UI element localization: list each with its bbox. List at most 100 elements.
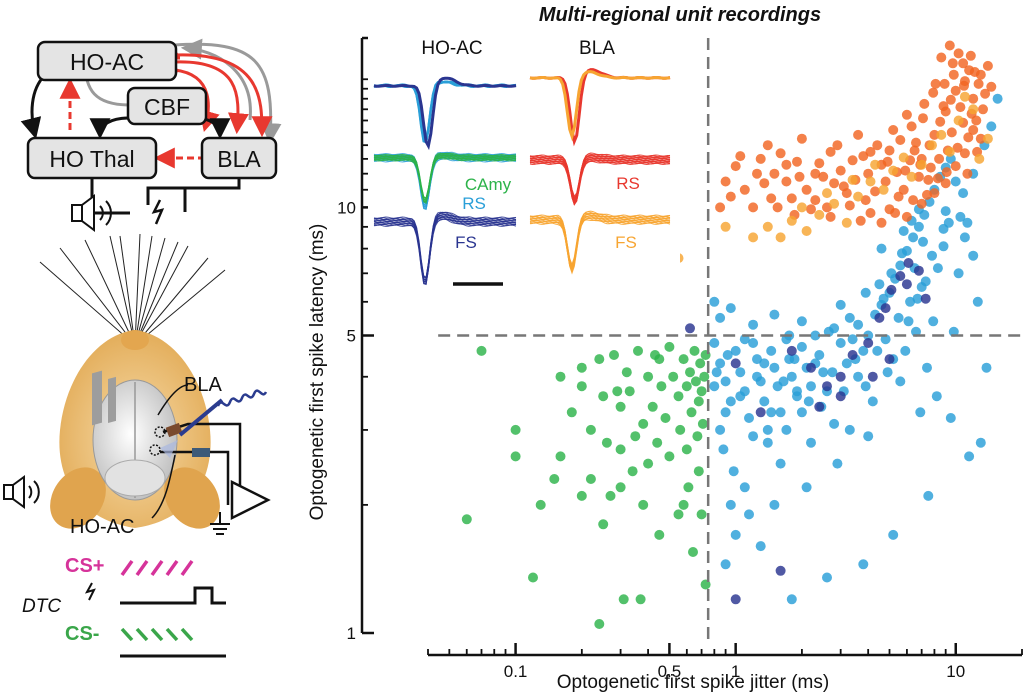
data-point <box>835 299 846 310</box>
gray-projection-bla-loop <box>180 38 252 121</box>
data-point <box>778 376 789 387</box>
data-point <box>615 482 626 493</box>
data-point <box>650 350 660 360</box>
waveform-trace <box>529 159 671 206</box>
data-point <box>863 338 874 348</box>
data-point <box>759 358 770 369</box>
data-point <box>696 386 707 397</box>
data-point <box>874 312 885 323</box>
data-point <box>715 202 726 213</box>
data-point <box>678 354 689 365</box>
data-point <box>829 418 840 429</box>
x-tick-label: 0.5 <box>658 662 682 681</box>
inset-col-bla: BLA <box>579 38 615 59</box>
data-point <box>880 176 891 187</box>
data-point <box>755 541 766 552</box>
data-point <box>585 424 596 435</box>
series-fs_ac <box>685 258 931 605</box>
data-point <box>752 371 762 382</box>
data-point <box>730 345 741 356</box>
data-point <box>690 376 701 387</box>
data-point <box>867 371 878 382</box>
data-point <box>932 263 943 274</box>
data-point <box>968 125 979 135</box>
data-point <box>863 168 874 179</box>
data-point <box>818 367 829 378</box>
x-tick-label: 1 <box>731 662 740 681</box>
cbf-box <box>126 86 208 126</box>
data-point <box>903 258 914 268</box>
conditioning-protocol: CS+ DTC CS- <box>22 555 226 658</box>
data-point <box>775 232 786 243</box>
data-point <box>725 396 736 407</box>
data-point <box>922 189 932 200</box>
data-point <box>814 350 825 360</box>
data-point <box>847 174 858 185</box>
waveform-trace <box>529 160 671 206</box>
data-point <box>853 319 864 330</box>
light-cone <box>160 440 178 458</box>
data-point <box>748 202 759 213</box>
data-point <box>867 396 878 407</box>
data-point <box>769 168 780 179</box>
hoac-electrode <box>192 448 210 457</box>
data-point <box>528 572 538 583</box>
data-point <box>901 109 912 120</box>
data-point <box>992 93 1003 104</box>
data-point <box>762 221 773 232</box>
dtc-shock-trace <box>120 586 226 605</box>
data-point <box>638 418 649 429</box>
data-point <box>965 50 976 61</box>
cs-minus-label: CS- <box>65 623 99 645</box>
data-point <box>969 67 980 77</box>
data-point <box>576 362 587 373</box>
data-point <box>627 466 638 477</box>
data-point <box>697 418 708 429</box>
data-point <box>841 217 852 228</box>
y-tick-label: 5 <box>347 327 356 346</box>
data-point <box>916 198 927 209</box>
waveforms <box>373 68 671 286</box>
data-point <box>962 217 973 228</box>
data-point <box>832 458 843 469</box>
data-point <box>876 217 887 228</box>
data-point <box>835 391 846 402</box>
laser-wave-icon <box>216 389 268 407</box>
mouse-schematic: BLA HO-AC <box>3 233 271 538</box>
data-point <box>762 424 773 435</box>
data-point <box>786 345 797 356</box>
data-point <box>863 431 874 442</box>
data-point <box>730 594 741 605</box>
whiskers <box>39 233 226 346</box>
data-points <box>461 40 1003 629</box>
data-point <box>476 345 487 356</box>
data-point <box>895 135 906 145</box>
hoac-pointer-line <box>151 454 176 519</box>
data-point <box>621 367 632 378</box>
inset-col-hoac: HO-AC <box>421 38 482 59</box>
bla-electrode <box>165 422 183 438</box>
data-point <box>720 407 731 418</box>
waveform-trace <box>529 219 671 275</box>
data-point <box>847 350 858 360</box>
data-point <box>711 367 722 378</box>
data-point <box>872 140 883 151</box>
data-point <box>510 451 521 462</box>
data-point <box>934 153 945 164</box>
speaker-icon <box>71 194 112 232</box>
data-point <box>796 341 807 352</box>
data-point <box>769 362 780 373</box>
data-point <box>792 156 802 167</box>
data-point <box>913 221 924 232</box>
red-projection-hoac-to-bla <box>174 60 249 135</box>
data-point <box>874 279 885 290</box>
data-point <box>801 482 812 493</box>
data-point <box>739 482 750 493</box>
data-point <box>681 444 692 455</box>
data-point <box>624 386 635 397</box>
data-point <box>982 60 993 71</box>
waveform-trace <box>373 211 517 278</box>
data-point <box>835 371 846 382</box>
data-point <box>685 323 695 334</box>
waveform-trace <box>529 70 671 142</box>
